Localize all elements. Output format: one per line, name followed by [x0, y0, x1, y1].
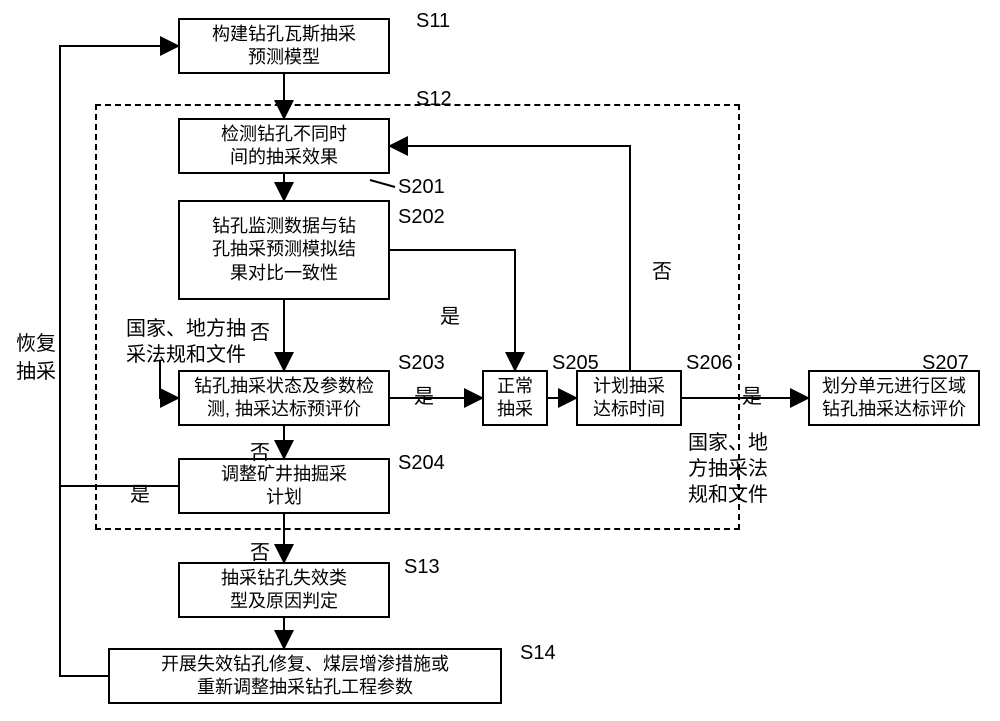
node-s202: 钻孔监测数据与钻孔抽采预测模拟结果对比一致性 [178, 200, 390, 300]
node-s205-text: 正常抽采 [497, 375, 533, 422]
label-s205: S205 [552, 352, 599, 375]
node-s14-text: 开展失效钻孔修复、煤层增渗措施或重新调整抽采钻孔工程参数 [161, 653, 449, 700]
edge-no-low: 否 [250, 436, 270, 465]
label-s202: S202 [398, 206, 445, 229]
node-s204: 调整矿井抽掘采计划 [178, 458, 390, 514]
node-s206-text: 计划抽采达标时间 [593, 375, 665, 422]
label-s13: S13 [404, 556, 440, 579]
label-s12: S12 [416, 88, 452, 111]
edge-gov1: 国家、地方抽采法规和文件 [126, 316, 246, 368]
node-s205: 正常抽采 [482, 370, 548, 426]
label-s206: S206 [686, 352, 733, 375]
node-s13-text: 抽采钻孔失效类型及原因判定 [221, 567, 347, 614]
node-s203-text: 钻孔抽采状态及参数检测, 抽采达标预评价 [194, 375, 374, 422]
edge-yes-left: 是 [130, 478, 150, 507]
node-s203: 钻孔抽采状态及参数检测, 抽采达标预评价 [178, 370, 390, 426]
label-s14: S14 [520, 642, 556, 665]
node-s201-text: 检测钻孔不同时间的抽采效果 [221, 123, 347, 170]
edge-yes-203: 是 [414, 380, 434, 409]
node-s201: 检测钻孔不同时间的抽采效果 [178, 118, 390, 174]
node-s13: 抽采钻孔失效类型及原因判定 [178, 562, 390, 618]
label-s11: S11 [416, 10, 450, 33]
edge-no-below: 否 [250, 536, 270, 565]
node-s207: 划分单元进行区域钻孔抽采达标评价 [808, 370, 980, 426]
label-s201: S201 [398, 176, 445, 199]
edge-yes-207: 是 [742, 380, 762, 409]
label-s207: S207 [922, 352, 969, 375]
edge-no-top: 否 [652, 255, 672, 284]
label-s204: S204 [398, 452, 445, 475]
node-s206: 计划抽采达标时间 [576, 370, 682, 426]
edge-yes-mid: 是 [440, 300, 460, 329]
node-s14: 开展失效钻孔修复、煤层增渗措施或重新调整抽采钻孔工程参数 [108, 648, 502, 704]
node-s202-text: 钻孔监测数据与钻孔抽采预测模拟结果对比一致性 [212, 215, 356, 285]
node-s11: 构建钻孔瓦斯抽采预测模型 [178, 18, 390, 74]
node-s204-text: 调整矿井抽掘采计划 [221, 463, 347, 510]
edge-no-mid: 否 [250, 316, 270, 345]
edge-gov2: 国家、地方抽采法规和文件 [688, 430, 768, 508]
label-s203: S203 [398, 352, 445, 375]
node-s11-text: 构建钻孔瓦斯抽采预测模型 [212, 23, 356, 70]
node-s207-text: 划分单元进行区域钻孔抽采达标评价 [822, 375, 966, 422]
edge-resume: 恢复抽采 [16, 330, 56, 386]
